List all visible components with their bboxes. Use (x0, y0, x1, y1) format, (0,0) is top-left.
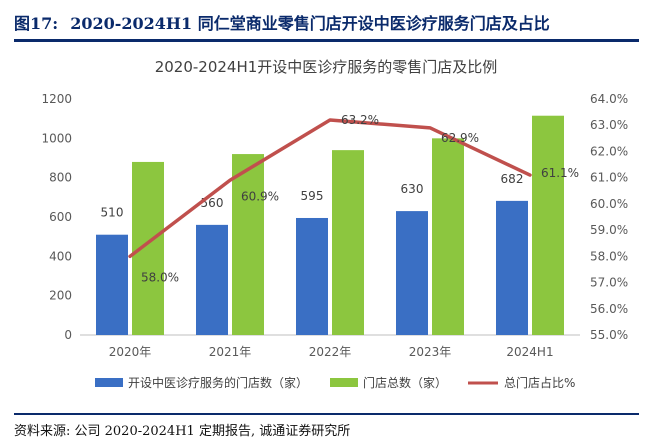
line-data-label: 62.9% (441, 131, 479, 145)
chart-title: 2020-2024H1开设中医诊疗服务的零售门店及比例 (155, 58, 498, 76)
bar-tcm-service-stores (496, 200, 528, 335)
y-left-tick-label: 0 (64, 328, 72, 342)
y-right-tick-label: 61.0% (590, 171, 628, 185)
y-right-tick-label: 56.0% (590, 302, 628, 316)
bar-tcm-service-stores (96, 234, 128, 335)
x-tick-label: 2023年 (409, 345, 452, 359)
y-left-tick-label: 400 (49, 249, 72, 263)
x-tick-label: 2022年 (309, 345, 352, 359)
y-left-tick-label: 1200 (41, 92, 72, 106)
y-right-tick-label: 55.0% (590, 328, 628, 342)
y-right-tick-label: 59.0% (590, 223, 628, 237)
x-tick-label: 2020年 (109, 345, 152, 359)
line-data-label: 63.2% (341, 113, 379, 127)
legend-swatch-tcm-service-stores (95, 378, 123, 387)
legend-swatch-total-stores (330, 378, 358, 387)
bar-data-label: 630 (401, 182, 424, 196)
legend-label-ratio: 总门店占比% (504, 375, 575, 390)
legend-label-tcm-service-stores: 开设中医诊疗服务的门店数（家） (128, 375, 308, 390)
bar-total-stores (232, 154, 264, 335)
y-right-tick-label: 64.0% (590, 92, 628, 106)
y-right-tick-label: 57.0% (590, 276, 628, 290)
line-data-label: 60.9% (241, 189, 279, 203)
bar-total-stores (332, 150, 364, 335)
bar-tcm-service-stores (196, 224, 228, 335)
bar-total-stores (532, 115, 564, 335)
figure-caption: 2020-2024H1 同仁堂商业零售门店开设中医诊疗服务门店及占比 (70, 14, 550, 33)
bar-total-stores (132, 161, 164, 335)
y-right-tick-label: 58.0% (590, 249, 628, 263)
bar-data-label: 595 (301, 189, 324, 203)
bar-data-label: 510 (101, 206, 124, 220)
source-rule (14, 413, 639, 415)
line-data-label: 58.0% (141, 270, 179, 284)
y-left-tick-label: 200 (49, 289, 72, 303)
figure-title: 图17: 2020-2024H1 同仁堂商业零售门店开设中医诊疗服务门店及占比 (14, 10, 550, 34)
bar-tcm-service-stores (296, 217, 328, 335)
bar-total-stores (432, 138, 464, 335)
figure-number: 图17: (14, 14, 59, 33)
title-rule (14, 39, 639, 42)
y-right-tick-label: 63.0% (590, 118, 628, 132)
x-tick-label: 2021年 (209, 345, 252, 359)
y-left-tick-label: 600 (49, 210, 72, 224)
source-note: 资料来源: 公司 2020-2024H1 定期报告, 诚通证券研究所 (14, 424, 351, 439)
x-tick-label: 2024H1 (506, 345, 553, 359)
y-left-tick-label: 800 (49, 171, 72, 185)
line-data-label: 61.1% (541, 166, 579, 180)
line-total-store-ratio (128, 118, 532, 259)
y-right-tick-label: 62.0% (590, 144, 628, 158)
y-left-tick-label: 1000 (41, 131, 72, 145)
bar-tcm-service-stores (396, 211, 428, 335)
bar-data-label: 682 (501, 172, 524, 186)
legend-label-total-stores: 门店总数（家） (363, 375, 447, 390)
y-right-tick-label: 60.0% (590, 197, 628, 211)
